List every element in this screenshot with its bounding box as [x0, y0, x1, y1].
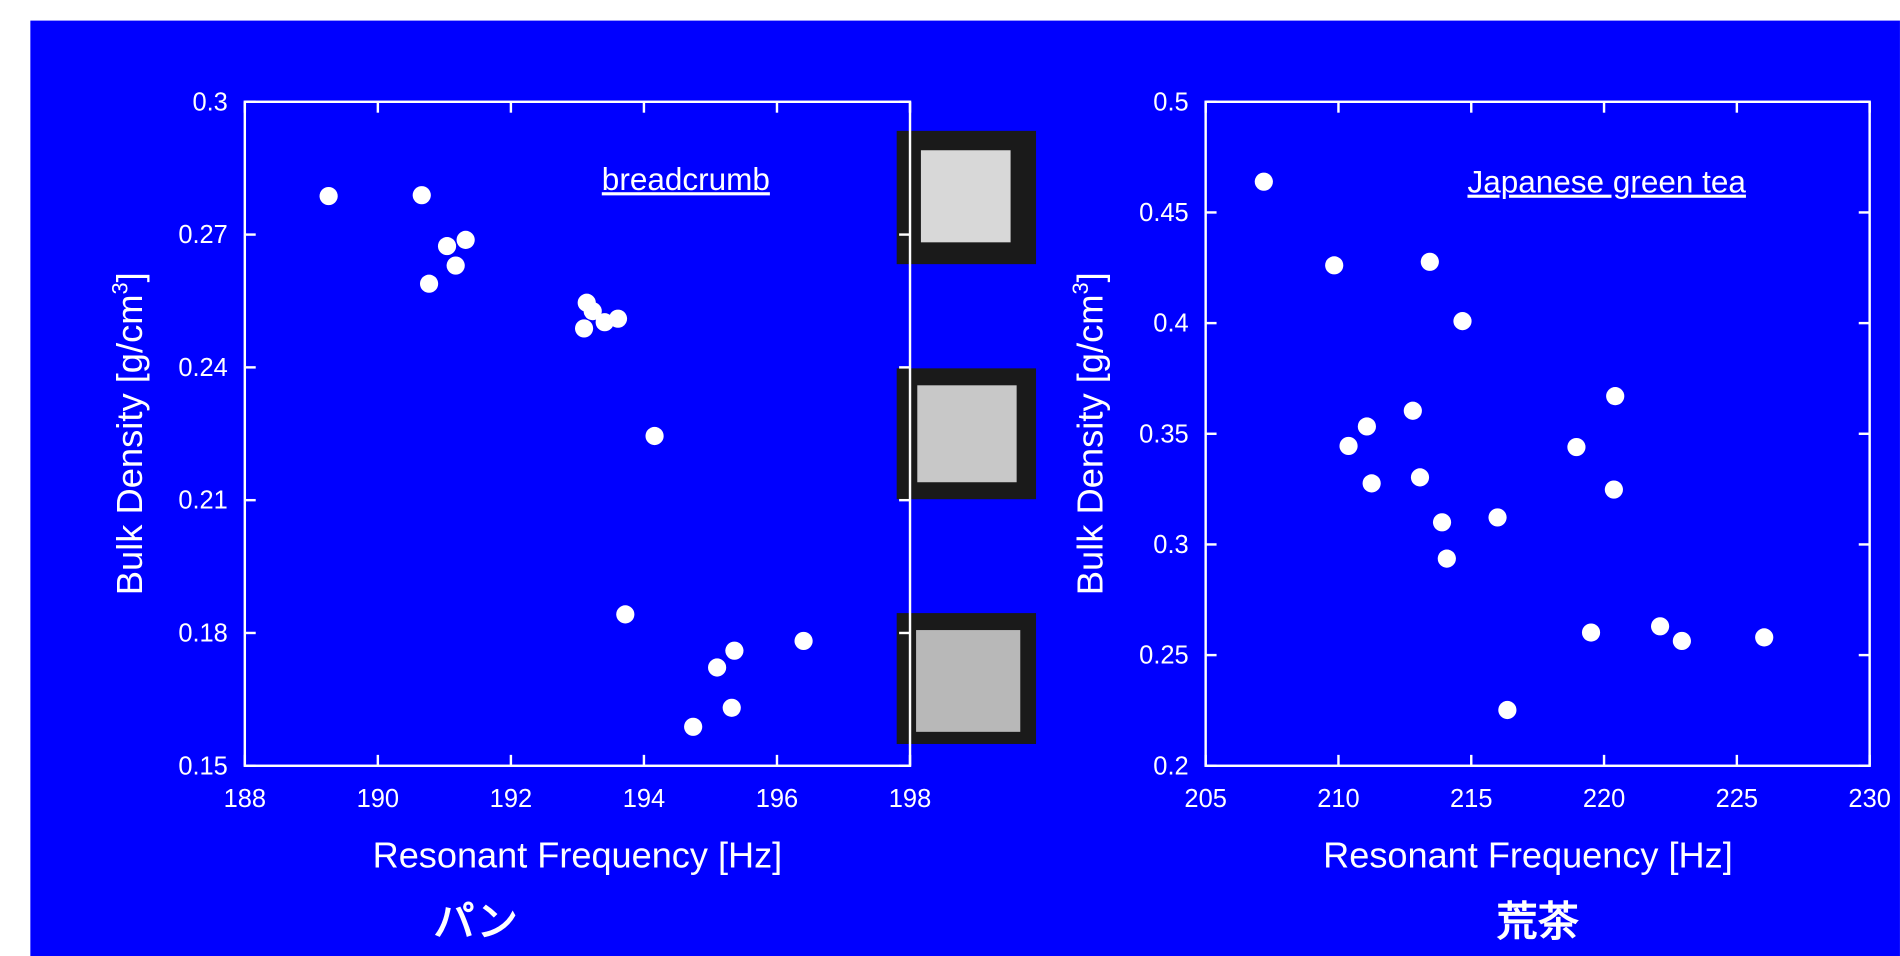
x-tick-label: 220 [1583, 785, 1625, 813]
data-point [583, 302, 602, 321]
data-point [437, 236, 457, 256]
annotation: Japanese green tea [1467, 164, 1746, 200]
y-tick-label: 0.3 [1153, 531, 1188, 559]
data-point [1357, 417, 1376, 436]
y-axis-label-text: Bulk Density [g/cm [109, 294, 150, 595]
data-point [1606, 387, 1625, 406]
data-point [725, 641, 744, 660]
data-point [1403, 401, 1422, 420]
x-tick-label: 210 [1317, 785, 1359, 813]
data-point [419, 274, 439, 293]
data-point [1672, 631, 1691, 651]
data-point [1420, 252, 1439, 271]
x-tick-label: 190 [357, 785, 399, 813]
y-tick-label: 0.4 [1153, 310, 1188, 338]
data-point [1453, 312, 1472, 331]
x-tick-label: 215 [1450, 785, 1492, 813]
y-axis-label-text: Bulk Density [g/cm [1070, 294, 1111, 595]
data-point [1362, 474, 1381, 493]
x-tick-label: 194 [623, 785, 665, 813]
data-point [616, 605, 635, 624]
x-tick-label: 198 [889, 785, 931, 813]
x-tick-label: 205 [1184, 785, 1226, 813]
photo-sample [917, 385, 1017, 483]
data-point [684, 717, 703, 736]
x-tick-label: 192 [490, 785, 532, 813]
y-tick-label: 0.18 [178, 619, 228, 647]
y-axis-label: Bulk Density [g/cm3] [1068, 272, 1111, 595]
data-point [1604, 480, 1623, 499]
x-tick-label: 225 [1716, 785, 1758, 813]
data-point [1651, 617, 1670, 636]
data-point [574, 319, 594, 338]
data-point [319, 186, 338, 206]
y-axis-label: Bulk Density [g/cm3] [107, 272, 150, 595]
x-tick-label: 230 [1848, 785, 1890, 813]
photo-sample [916, 630, 1021, 732]
data-point [608, 309, 628, 328]
data-point [1339, 436, 1358, 456]
plot-frame [243, 100, 912, 767]
data-point [1488, 508, 1507, 527]
x-axis-label: Resonant Frequency [Hz] [373, 835, 783, 876]
caption: パン [433, 897, 517, 945]
x-tick-label: 188 [224, 785, 266, 813]
data-point [722, 698, 741, 717]
data-point [645, 426, 664, 446]
y-tick-label: 0.35 [1139, 420, 1189, 448]
y-tick-label: 0.15 [178, 752, 228, 780]
data-point [794, 631, 813, 651]
y-axis-label-end: ] [1070, 272, 1111, 282]
y-tick-label: 0.27 [178, 221, 228, 249]
y-axis-label-end: ] [109, 272, 150, 282]
y-tick-label: 0.21 [178, 487, 228, 515]
data-point [1437, 549, 1456, 568]
y-tick-label: 0.25 [1139, 642, 1189, 670]
data-point [1498, 700, 1517, 720]
photo-sample [920, 150, 1011, 243]
data-point [708, 658, 727, 677]
x-tick-label: 196 [756, 785, 798, 813]
sample-photos [896, 130, 1037, 744]
data-point [1581, 623, 1601, 642]
annotation: breadcrumb [602, 161, 770, 197]
data-point [1325, 256, 1344, 275]
y-axis-label-sup: 3 [1068, 282, 1093, 294]
data-point [456, 230, 475, 249]
y-tick-label: 0.24 [178, 354, 228, 382]
y-tick-label: 0.45 [1139, 199, 1189, 227]
data-point [1567, 437, 1586, 457]
data-point [1254, 172, 1273, 191]
y-tick-label: 0.2 [1153, 752, 1188, 780]
data-point [1755, 628, 1774, 647]
y-tick-label: 0.5 [1153, 88, 1188, 116]
y-tick-label: 0.3 [192, 88, 227, 116]
data-point [446, 256, 465, 275]
y-axis-label-sup: 3 [107, 282, 132, 294]
data-point [412, 186, 431, 205]
data-point [1410, 468, 1430, 487]
x-axis-label: Resonant Frequency [Hz] [1323, 835, 1733, 876]
data-point [1432, 513, 1452, 532]
caption: 荒茶 [1496, 897, 1579, 945]
